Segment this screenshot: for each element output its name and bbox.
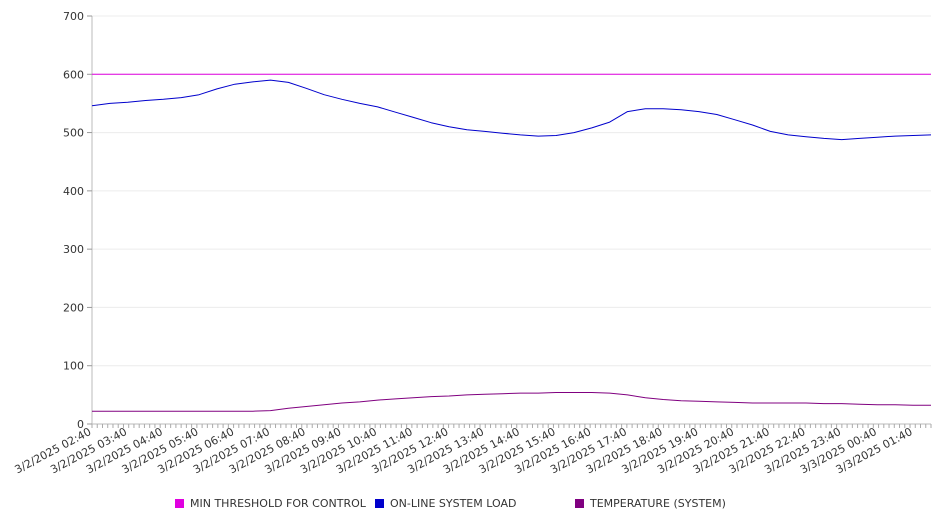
grid-lines bbox=[92, 15, 931, 425]
legend-item-min-threshold[interactable]: MIN THRESHOLD FOR CONTROL bbox=[175, 497, 366, 510]
y-tick-label-500: 500 bbox=[63, 127, 84, 140]
x-axis-ticks: 3/2/2025 02:403/2/2025 03:403/2/2025 04:… bbox=[13, 424, 932, 476]
legend-swatch-system-load bbox=[375, 499, 384, 508]
series-line-on-line-system-load bbox=[91, 79, 932, 141]
series-line-temperature-system bbox=[92, 392, 931, 412]
chart-axes bbox=[91, 16, 931, 425]
legend-label-system-load: ON-LINE SYSTEM LOAD bbox=[390, 497, 517, 510]
y-tick-label-600: 600 bbox=[63, 68, 84, 81]
legend-item-system-load[interactable]: ON-LINE SYSTEM LOAD bbox=[375, 497, 516, 510]
legend-swatch-min-threshold bbox=[175, 499, 184, 508]
y-tick-label-100: 100 bbox=[63, 360, 84, 373]
series-lines bbox=[91, 73, 932, 412]
line-chart: 0 100 200 300 400 500 600 700 3/2/2025 02:403/2… bbox=[13, 10, 932, 476]
y-tick-label-300: 300 bbox=[63, 243, 84, 256]
y-tick-label-200: 200 bbox=[63, 301, 84, 314]
legend-label-temperature: TEMPERATURE (SYSTEM) bbox=[590, 497, 726, 510]
y-tick-label-700: 700 bbox=[63, 10, 84, 23]
y-axis-ticks: 0 100 200 300 400 500 600 700 bbox=[63, 10, 92, 431]
legend-item-temperature[interactable]: TEMPERATURE (SYSTEM) bbox=[575, 497, 726, 510]
y-tick-label-0: 0 bbox=[77, 418, 84, 431]
y-tick-label-400: 400 bbox=[63, 185, 84, 198]
legend-swatch-temperature bbox=[575, 499, 584, 508]
chart-legend: MIN THRESHOLD FOR CONTROL ON-LINE SYSTEM… bbox=[0, 497, 946, 515]
legend-label-min-threshold: MIN THRESHOLD FOR CONTROL bbox=[190, 497, 366, 510]
